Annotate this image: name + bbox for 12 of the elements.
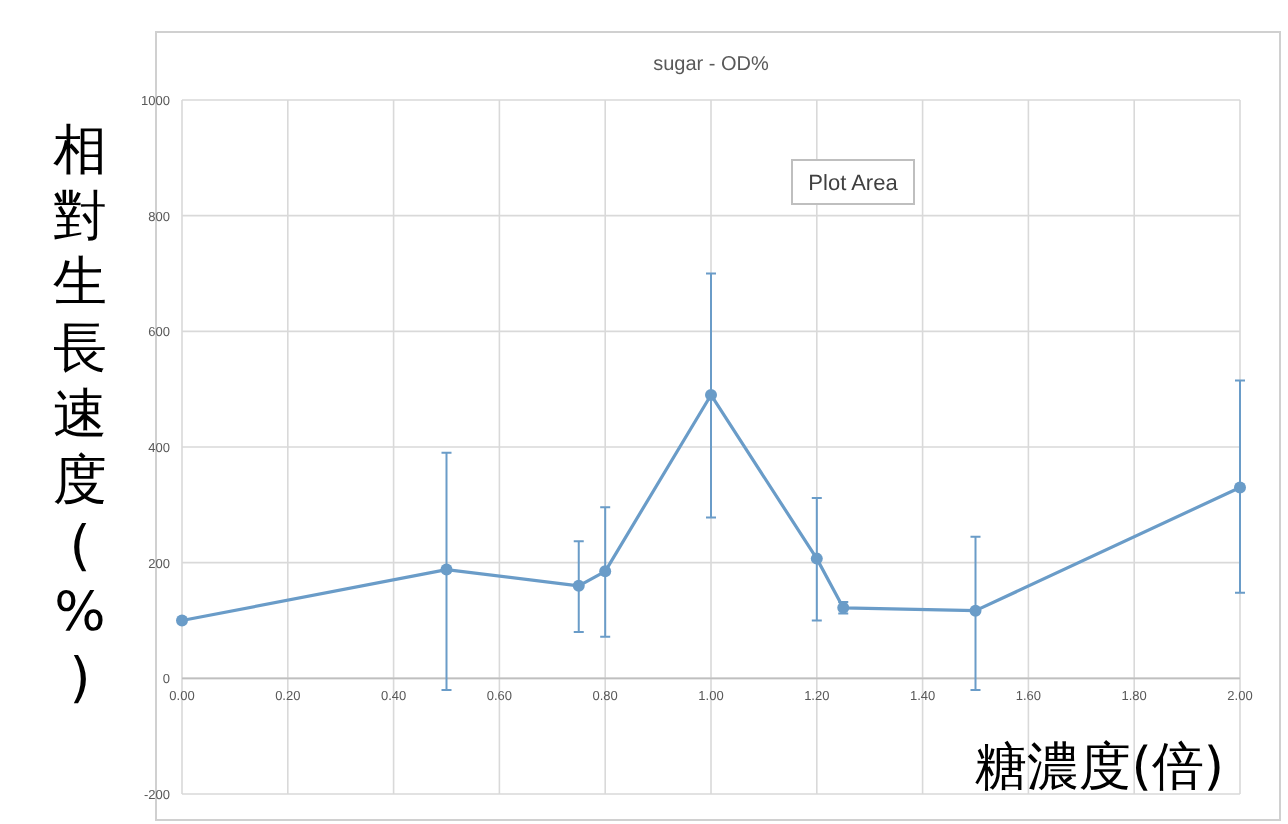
chart-title: sugar - OD% (653, 54, 770, 76)
point (440, 563, 453, 576)
point (969, 604, 982, 617)
point (599, 565, 612, 578)
point (1234, 481, 1246, 494)
point (572, 579, 585, 592)
point (705, 388, 717, 401)
x-axis-title: 糖濃度(倍) (975, 738, 1224, 798)
point (176, 614, 188, 627)
annotation: Plot Area (808, 172, 900, 196)
text: 相對生長速度(%) (53, 120, 107, 710)
point (810, 552, 823, 565)
